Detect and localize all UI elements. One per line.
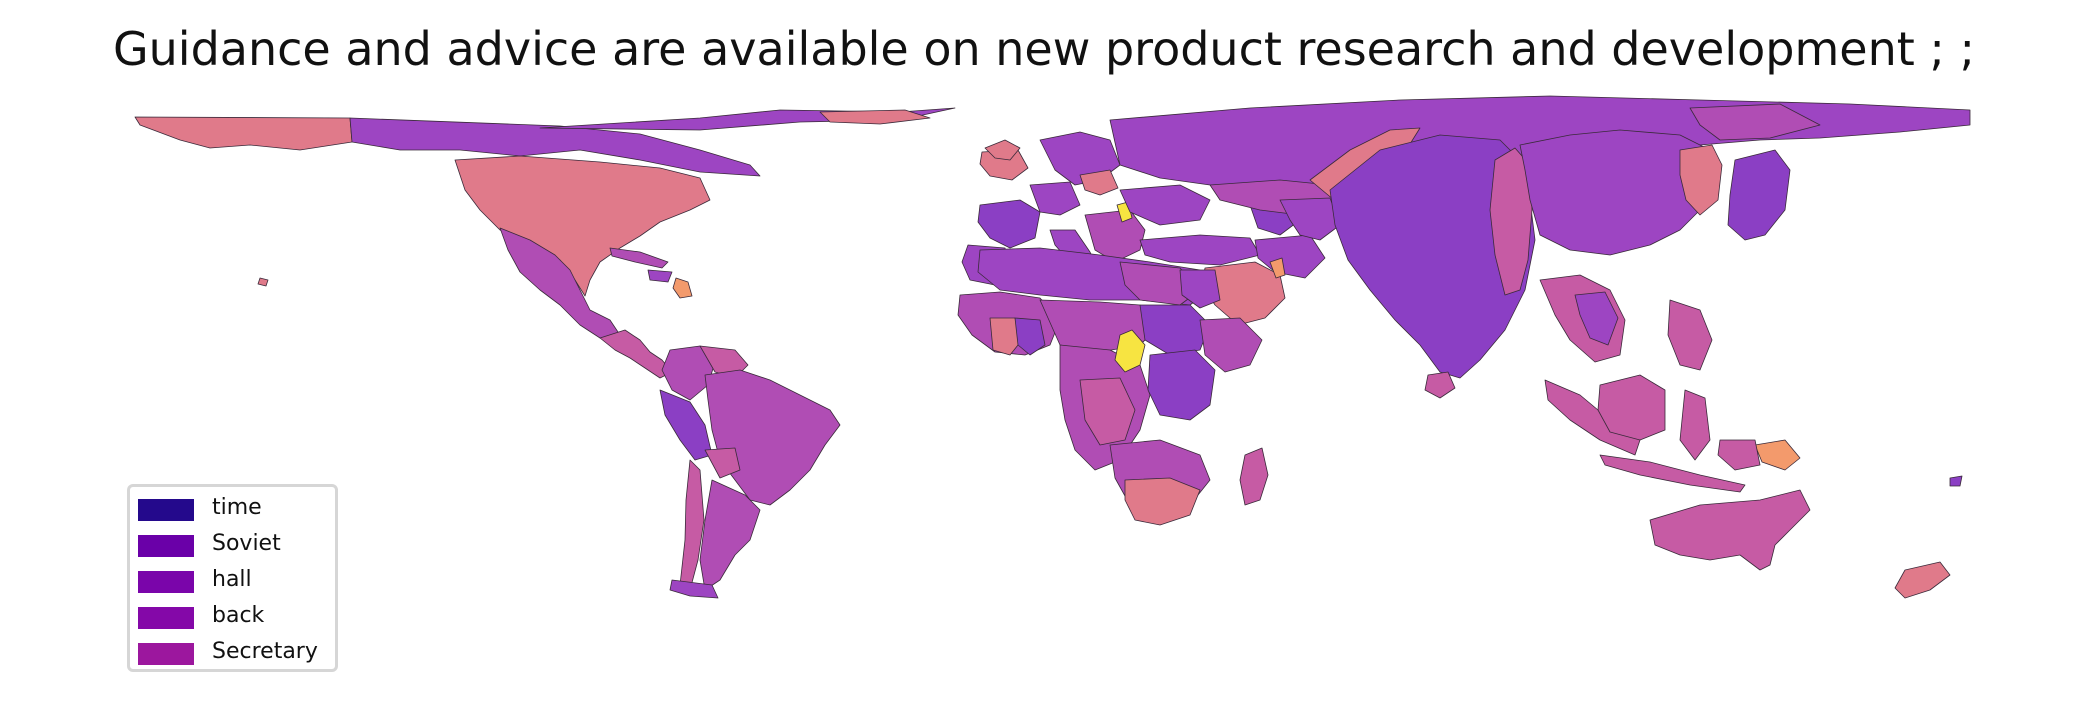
region-brazil: [704, 369, 841, 506]
legend-label: hall: [212, 567, 252, 592]
region-mongolia: [1689, 103, 1821, 141]
region-tierra-del-fuego: [669, 579, 719, 599]
region-hispaniola: [647, 269, 673, 283]
region-germany: [1029, 181, 1081, 216]
region-france: [977, 199, 1041, 249]
legend-swatch: [138, 499, 194, 521]
region-egypt: [1179, 269, 1221, 309]
region-central-america: [599, 329, 673, 379]
region-argentina: [699, 479, 761, 591]
region-east-africa: [1147, 349, 1216, 421]
region-pacific-islet: [1949, 475, 1963, 487]
legend-label: Soviet: [212, 531, 281, 556]
legend-swatch: [138, 535, 194, 557]
map-title: Guidance and advice are available on new…: [112, 22, 1975, 76]
region-borneo: [1597, 374, 1666, 441]
region-chile: [679, 459, 705, 591]
legend-swatch: [138, 571, 194, 593]
region-caribbean-island: [672, 277, 693, 299]
region-turkey: [1139, 234, 1261, 266]
region-philippines: [1667, 299, 1713, 371]
region-poland: [1079, 169, 1119, 196]
region-java: [1599, 454, 1746, 493]
region-usa: [454, 155, 711, 297]
region-peru: [659, 389, 713, 461]
region-hawaii: [257, 277, 269, 287]
map-legend: time Soviet hall back Secretary: [127, 484, 338, 672]
region-ethiopia: [1199, 317, 1263, 373]
region-greenland-strip: [819, 109, 931, 125]
legend-label: Secretary: [212, 639, 318, 664]
region-thailand: [1574, 291, 1619, 346]
region-north-canada: [349, 117, 761, 177]
region-gulf: [1269, 257, 1286, 279]
region-sri-lanka: [1424, 371, 1456, 399]
region-australia: [1649, 489, 1811, 571]
region-cuba: [609, 247, 669, 269]
region-nigeria-coast: [989, 317, 1023, 356]
region-china: [1519, 129, 1713, 256]
region-central-asia: [1279, 197, 1341, 241]
region-congo: [1079, 377, 1136, 446]
region-korea: [1679, 144, 1723, 216]
region-sulawesi: [1679, 389, 1711, 461]
legend-label: time: [212, 495, 262, 520]
region-sudan: [1139, 304, 1211, 356]
region-madagascar: [1239, 447, 1269, 506]
legend-swatch: [138, 607, 194, 629]
landmasses: [134, 95, 1971, 599]
region-south-africa: [1124, 477, 1201, 526]
region-new-zealand: [1894, 561, 1951, 599]
region-png-pink: [1717, 439, 1761, 471]
region-malaysia: [1544, 379, 1641, 456]
legend-label: back: [212, 603, 265, 628]
region-alaska: [134, 116, 353, 151]
region-guinea: [1014, 317, 1046, 356]
region-uk: [984, 139, 1021, 161]
legend-swatch: [138, 643, 194, 665]
region-ukraine: [1119, 184, 1211, 226]
region-japan: [1727, 149, 1791, 241]
region-drc-yellow: [1114, 329, 1146, 373]
region-india: [1329, 134, 1536, 379]
region-new-guinea: [1754, 439, 1801, 471]
region-bolivia: [704, 447, 741, 479]
